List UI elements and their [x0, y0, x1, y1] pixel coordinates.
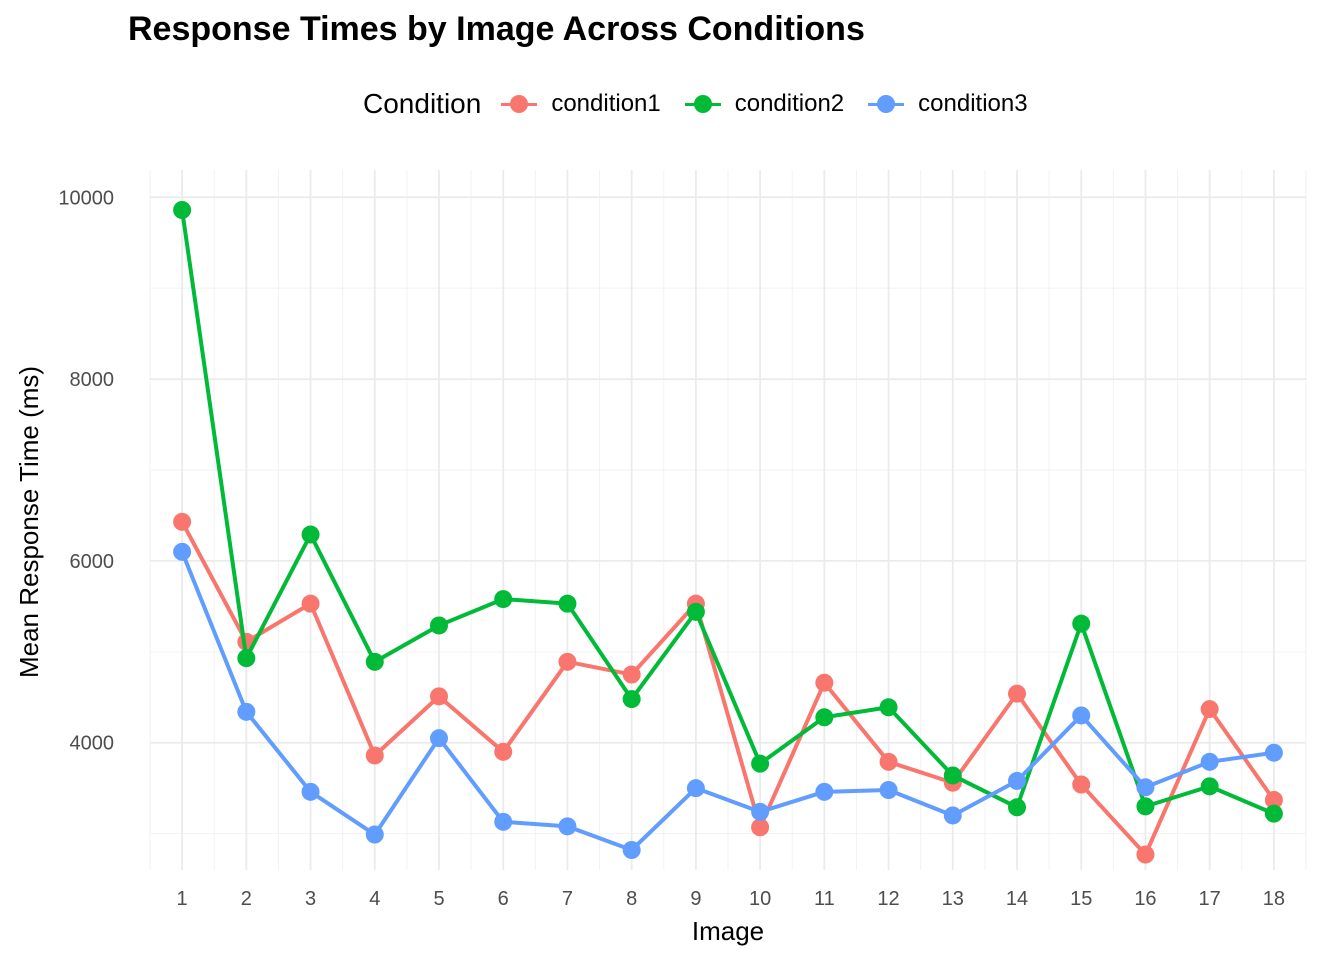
x-tick-label: 2	[241, 888, 252, 910]
data-point-condition3	[943, 806, 962, 825]
y-tick-label: 8000	[70, 369, 115, 391]
legend-item-condition2: condition2	[683, 90, 844, 118]
data-point-condition3	[622, 841, 641, 859]
x-axis-ticks: 1 2 3 4 5 6 7 8 9 10 11 12 13 14 15 16 17 18	[177, 888, 1285, 910]
data-point-condition3	[173, 542, 192, 561]
series-condition3	[173, 542, 1283, 859]
x-tick-label: 10	[749, 888, 771, 910]
data-point-condition2	[751, 754, 770, 773]
data-point-condition2	[237, 649, 256, 668]
y-tick-label: 4000	[70, 733, 115, 755]
data-point-condition1	[430, 687, 448, 706]
y-axis-ticks: 4000 6000 8000 10000	[58, 187, 114, 754]
x-tick-label: 7	[562, 888, 573, 910]
data-point-condition3	[686, 779, 705, 798]
data-point-condition3	[430, 729, 448, 748]
x-tick-label: 8	[626, 888, 637, 910]
data-point-condition3	[1200, 752, 1219, 771]
data-point-condition1	[558, 652, 577, 671]
legend-label-condition2: condition2	[734, 90, 845, 117]
x-tick-label: 11	[814, 888, 835, 910]
data-point-condition2	[686, 602, 705, 621]
data-point-condition1	[879, 752, 898, 771]
data-point-condition1	[494, 742, 513, 761]
data-point-condition3	[365, 825, 384, 844]
data-point-condition3	[301, 782, 320, 801]
data-point-condition1	[1072, 775, 1091, 794]
data-point-condition1	[1008, 684, 1026, 703]
data-point-condition2	[430, 616, 448, 635]
series-line-condition3	[180, 549, 1276, 852]
data-point-condition2	[622, 690, 641, 709]
data-point-condition2	[494, 590, 513, 609]
data-point-condition3	[751, 802, 770, 821]
legend-key-condition2	[683, 92, 723, 116]
data-point-condition3	[494, 812, 513, 831]
data-point-condition2	[365, 652, 384, 671]
x-tick-label: 17	[1199, 888, 1221, 910]
data-point-condition2	[879, 698, 898, 717]
x-axis-title: Image	[692, 916, 764, 946]
data-point-condition2	[943, 766, 962, 785]
legend-key-condition1	[499, 92, 539, 116]
x-tick-label: 16	[1134, 888, 1156, 910]
legend: Condition condition1 condition2 conditio…	[0, 84, 1344, 124]
x-tick-label: 14	[1006, 888, 1028, 910]
data-point-condition2	[1136, 797, 1155, 816]
legend-title: Condition	[363, 88, 482, 119]
data-point-condition3	[1136, 778, 1155, 797]
series-condition2	[173, 201, 1283, 823]
data-point-condition3	[1072, 706, 1091, 725]
major-gridlines	[150, 170, 1306, 870]
legend-item-condition3: condition3	[866, 90, 1028, 118]
x-tick-label: 13	[942, 888, 964, 910]
data-point-condition1	[1200, 700, 1219, 719]
data-point-condition2	[1008, 798, 1026, 817]
data-point-condition3	[1008, 771, 1026, 790]
y-axis-title: Mean Response Time (ms)	[14, 366, 44, 678]
data-point-condition1	[301, 594, 320, 613]
y-tick-label: 10000	[58, 187, 114, 209]
series-line-condition1	[180, 519, 1276, 857]
data-point-condition2	[558, 594, 577, 613]
data-point-condition3	[1264, 743, 1283, 762]
y-tick-label: 6000	[70, 551, 115, 573]
x-tick-label: 3	[305, 888, 316, 910]
data-point-condition2	[301, 525, 320, 544]
data-point-condition1	[1264, 791, 1283, 809]
data-point-condition1	[173, 512, 192, 531]
x-tick-label: 4	[369, 888, 380, 910]
data-point-condition3	[558, 817, 577, 836]
chart-title: Response Times by Image Across Condition…	[128, 10, 865, 48]
data-point-condition2	[815, 708, 834, 727]
data-point-condition1	[365, 746, 384, 765]
x-tick-label: 5	[433, 888, 444, 910]
data-point-condition2	[1264, 804, 1283, 823]
data-point-condition1	[1136, 845, 1155, 864]
x-tick-label: 1	[177, 888, 188, 910]
x-tick-label: 18	[1263, 888, 1285, 910]
legend-key-condition3	[866, 92, 906, 116]
data-point-condition2	[1072, 614, 1091, 633]
data-point-condition2	[173, 201, 192, 219]
legend-label-condition1: condition1	[551, 90, 661, 117]
data-point-condition1	[751, 818, 770, 837]
data-point-condition2	[1200, 777, 1219, 796]
x-tick-label: 6	[498, 888, 509, 910]
data-point-condition3	[815, 782, 834, 801]
series-layer	[173, 201, 1283, 864]
series-line-condition2	[180, 208, 1276, 816]
x-tick-label: 9	[690, 888, 701, 910]
legend-label-condition3: condition3	[918, 90, 1028, 117]
x-tick-label: 15	[1070, 888, 1092, 910]
data-point-condition3	[237, 702, 256, 721]
data-point-condition3	[879, 781, 898, 799]
data-point-condition1	[815, 673, 834, 692]
x-tick-label: 12	[877, 888, 899, 910]
legend-item-condition1: condition1	[499, 90, 661, 118]
data-point-condition1	[622, 665, 641, 684]
